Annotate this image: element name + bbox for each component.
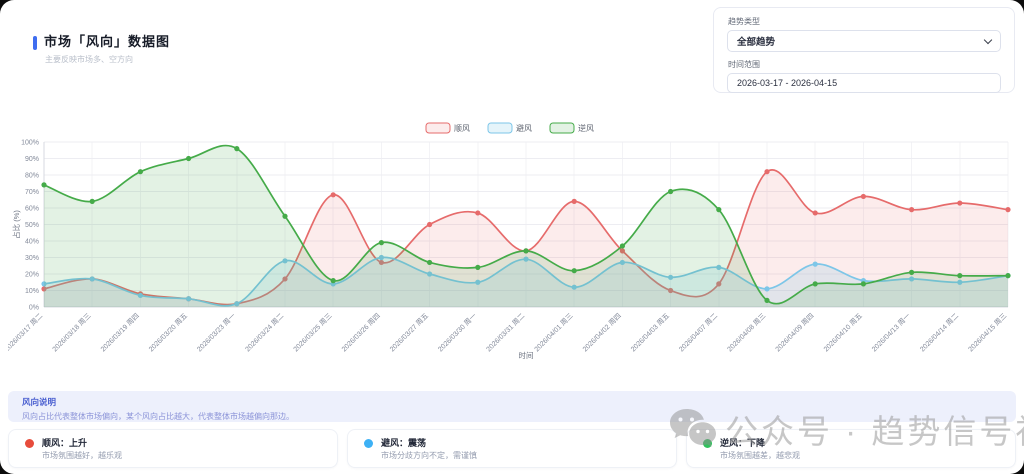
svg-text:80%: 80% xyxy=(25,173,39,180)
y-axis-title: 占比 (%) xyxy=(11,210,21,239)
svg-text:70%: 70% xyxy=(25,189,39,196)
filter-panel: 趋势类型 全部趋势 时间范围 xyxy=(713,7,1015,93)
series-headwind xyxy=(41,144,1011,307)
headwind-dot-icon xyxy=(703,439,712,448)
svg-text:20%: 20% xyxy=(25,272,39,279)
svg-text:2026/03/24 周二: 2026/03/24 周二 xyxy=(244,312,286,354)
svg-text:2026/04/03 周五: 2026/04/03 周五 xyxy=(629,312,671,354)
svg-text:2026/04/01 周三: 2026/04/01 周三 xyxy=(533,312,575,354)
svg-text:0%: 0% xyxy=(29,305,39,312)
svg-text:2026/03/17 周二: 2026/03/17 周二 xyxy=(8,312,44,354)
svg-text:30%: 30% xyxy=(25,255,39,262)
svg-text:2026/04/13 周一: 2026/04/13 周一 xyxy=(870,312,912,354)
svg-text:2026/04/08 周三: 2026/04/08 周三 xyxy=(726,312,768,354)
explanation-description: 风向占比代表整体市场偏向，某个风向占比越大，代表整体市场越偏向那边。 xyxy=(22,412,294,421)
card-desc: 市场氛围越好，越乐观 xyxy=(42,451,122,460)
y-axis-labels: 0% 10% 20% 30% 40% 50% 60% 70% 80% 90% 100% xyxy=(21,140,39,312)
legend-item-headwind[interactable]: 逆风 xyxy=(549,122,594,134)
svg-text:10%: 10% xyxy=(25,288,39,295)
trend-type-label: 趋势类型 xyxy=(728,17,760,26)
svg-text:50%: 50% xyxy=(25,222,39,229)
series-shelter xyxy=(41,254,1011,307)
svg-text:2026/04/14 周二: 2026/04/14 周二 xyxy=(919,312,961,354)
x-axis-title: 时间 xyxy=(519,350,534,360)
legend-item-shelter[interactable]: 避风 xyxy=(487,122,532,134)
page-title: 市场「风向」数据图 xyxy=(44,34,171,49)
card-desc: 市场分歧方向不定，需谨慎 xyxy=(381,451,477,460)
wind-direction-chart: 0% 10% 20% 30% 40% 50% 60% 70% 80% 90% 100% 2026/03… xyxy=(3,118,1016,368)
card-shelter: 避风：震荡 市场分歧方向不定，需谨慎 xyxy=(347,429,677,468)
svg-text:2026/04/09 周四: 2026/04/09 周四 xyxy=(774,312,816,354)
title-accent-bar xyxy=(33,36,37,50)
chevron-down-icon xyxy=(983,35,993,44)
card-headwind: 逆风：下降 市场氛围越差，越悲观 xyxy=(686,429,1016,468)
svg-text:2026/03/19 周四: 2026/03/19 周四 xyxy=(99,312,141,354)
svg-text:2026/03/27 周五: 2026/03/27 周五 xyxy=(388,312,430,354)
time-range-input[interactable] xyxy=(727,73,1001,93)
svg-text:避风: 避风 xyxy=(516,123,532,133)
svg-text:2026/03/31 周二: 2026/03/31 周二 xyxy=(485,312,527,354)
svg-text:2026/03/30 周一: 2026/03/30 周一 xyxy=(437,312,479,354)
shelter-dot-icon xyxy=(364,439,373,448)
card-title: 避风：震荡 xyxy=(381,438,427,448)
svg-text:2026/04/07 周二: 2026/04/07 周二 xyxy=(678,312,720,354)
card-title: 逆风：下降 xyxy=(720,438,766,448)
svg-text:2026/03/18 周三: 2026/03/18 周三 xyxy=(51,312,93,354)
trend-type-select[interactable]: 全部趋势 xyxy=(727,30,1001,52)
svg-text:40%: 40% xyxy=(25,239,39,246)
svg-text:2026/04/15 周三: 2026/04/15 周三 xyxy=(967,312,1009,354)
svg-text:2026/04/10 周五: 2026/04/10 周五 xyxy=(822,312,864,354)
svg-text:2026/03/25 周三: 2026/03/25 周三 xyxy=(292,312,334,354)
svg-text:2026/03/20 周五: 2026/03/20 周五 xyxy=(147,312,189,354)
svg-text:100%: 100% xyxy=(21,140,39,147)
page-subtitle: 主要反映市场多、空方向 xyxy=(45,55,133,64)
card-tailwind: 顺风：上升 市场氛围越好，越乐观 xyxy=(8,429,338,468)
wind-explanation-panel: 风向说明 风向占比代表整体市场偏向，某个风向占比越大，代表整体市场越偏向那边。 xyxy=(8,391,1016,422)
svg-text:90%: 90% xyxy=(25,156,39,163)
card-desc: 市场氛围越差，越悲观 xyxy=(720,451,800,460)
svg-text:顺风: 顺风 xyxy=(454,124,470,133)
explanation-title: 风向说明 xyxy=(22,397,57,407)
card-title: 顺风：上升 xyxy=(42,438,88,448)
time-range-label: 时间范围 xyxy=(728,60,760,69)
legend-item-tailwind[interactable]: 顺风 xyxy=(425,122,470,134)
chart-legend: 顺风 避风 逆风 xyxy=(425,122,594,134)
x-axis-labels: 2026/03/17 周二 2026/03/18 周三 2026/03/19 周四 2… xyxy=(3,312,1009,354)
svg-text:2026/03/26 周四: 2026/03/26 周四 xyxy=(340,312,382,354)
svg-text:2026/03/23 周一: 2026/03/23 周一 xyxy=(196,312,238,354)
svg-text:2026/04/02 周四: 2026/04/02 周四 xyxy=(581,312,623,354)
legend-cards: 顺风：上升 市场氛围越好，越乐观 避风：震荡 市场分歧方向不定，需谨慎 逆风：下… xyxy=(8,429,1016,468)
svg-text:60%: 60% xyxy=(25,206,39,213)
svg-text:逆风: 逆风 xyxy=(578,123,594,133)
chart-svg: 0% 10% 20% 30% 40% 50% 60% 70% 80% 90% 100% 2026/03… xyxy=(3,122,1011,360)
tailwind-dot-icon xyxy=(25,439,34,448)
trend-type-value: 全部趋势 xyxy=(737,37,776,48)
